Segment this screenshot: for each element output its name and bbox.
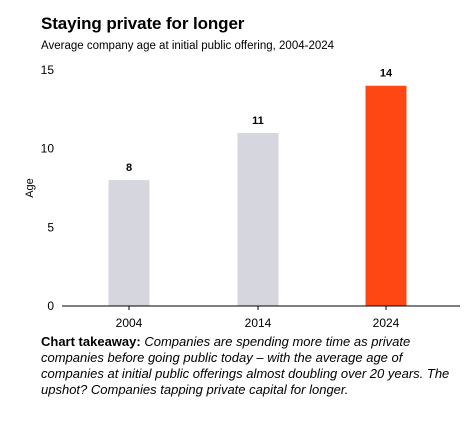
bar-value-label-2004: 8 [126,162,132,174]
bar-value-label-2014: 11 [252,115,264,127]
y-tick-label: 15 [41,63,55,77]
x-tick-label-2014: 2014 [245,316,272,330]
y-tick-label: 10 [41,142,55,156]
takeaway-body: Companies are spending more time as priv… [41,334,450,397]
bar-2024 [365,85,407,306]
y-tick-label: 5 [47,220,54,234]
bar-value-label-2024: 14 [380,68,393,80]
bar-2014 [237,132,279,306]
y-axis-label: Age [24,178,36,198]
chart-subtitle: Average company age at initial public of… [41,40,335,52]
x-tick-label-2024: 2024 [373,316,400,330]
takeaway-lead: Chart takeaway: [41,334,141,349]
bar-chart: 0 5 10 15 Age 8 11 14 2004 2014 2024 [24,63,460,330]
chart-takeaway: Chart takeaway: Companies are spending m… [41,334,461,398]
bar-2004 [108,180,150,306]
chart-title: Staying private for longer [41,14,245,33]
y-tick-label: 0 [47,299,54,313]
x-tick-label-2004: 2004 [116,316,143,330]
